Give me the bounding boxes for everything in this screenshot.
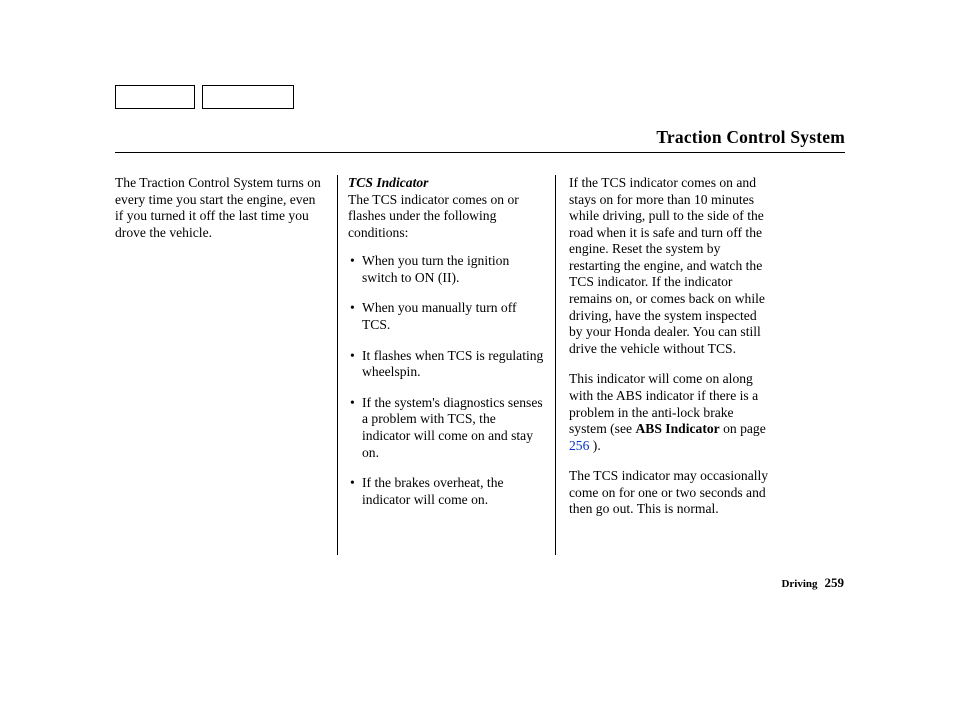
conditions-list: When you turn the ignition switch to ON … [348, 253, 545, 508]
tcs-indicator-block: TCS Indicator The TCS indicator comes on… [348, 175, 545, 241]
footer-section: Driving [781, 578, 817, 590]
content-columns: The Traction Control System turns on eve… [115, 175, 845, 555]
list-item: If the system's diagnostics senses a pro… [348, 395, 545, 461]
column-1: The Traction Control System turns on eve… [115, 175, 337, 555]
page-title: Traction Control System [115, 127, 845, 148]
nav-box-next[interactable] [202, 85, 294, 109]
list-item: It flashes when TCS is regulating wheels… [348, 348, 545, 381]
nav-boxes [115, 85, 845, 109]
tcs-indicator-intro: The TCS indicator comes on or flashes un… [348, 192, 519, 240]
list-item: When you manually turn off TCS. [348, 300, 545, 333]
tcs-indicator-heading: TCS Indicator [348, 175, 428, 190]
col1-paragraph: The Traction Control System turns on eve… [115, 175, 323, 241]
page-footer: Driving 259 [781, 575, 844, 591]
abs-indicator-ref: ABS Indicator [635, 421, 719, 436]
list-item: When you turn the ignition switch to ON … [348, 253, 545, 286]
list-item: If the brakes overheat, the indicator wi… [348, 475, 545, 508]
page-container: Traction Control System The Traction Con… [115, 85, 845, 555]
footer-page-number: 259 [825, 575, 845, 590]
text-fragment: ). [589, 438, 600, 453]
col3-paragraph-1: If the TCS indicator comes on and stays … [569, 175, 769, 357]
column-2: TCS Indicator The TCS indicator comes on… [337, 175, 555, 555]
text-fragment: on page [720, 421, 766, 436]
nav-box-prev[interactable] [115, 85, 195, 109]
col3-paragraph-3: The TCS indicator may occasionally come … [569, 468, 769, 518]
column-3: If the TCS indicator comes on and stays … [555, 175, 769, 555]
col3-paragraph-2: This indicator will come on along with t… [569, 371, 769, 454]
header-row: Traction Control System [115, 127, 845, 153]
page-link-256[interactable]: 256 [569, 438, 589, 453]
